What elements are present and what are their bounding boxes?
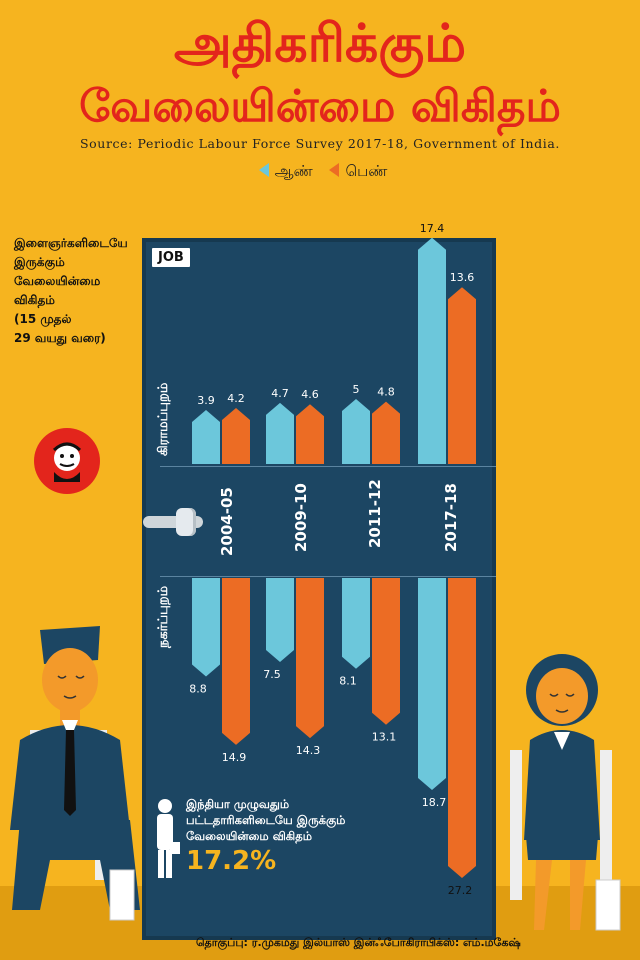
male-legend-marker-icon xyxy=(258,163,269,177)
seated-woman-illustration xyxy=(510,654,621,931)
urban-female-bar xyxy=(448,578,476,878)
y-desc-line: வேலையின்மை xyxy=(14,274,101,288)
urban-female-value-label: 14.9 xyxy=(222,751,247,764)
door-knob-icon xyxy=(176,508,196,536)
rural-female-bar xyxy=(448,287,476,464)
title-line-1: அதிகரிக்கும் xyxy=(173,14,467,74)
urban-male-value-label: 8.1 xyxy=(339,675,357,688)
rural-female-bar xyxy=(296,404,324,464)
rural-male-value-label: 17.4 xyxy=(420,222,445,235)
urban-male-bar xyxy=(342,578,370,669)
rural-female-value-label: 13.6 xyxy=(450,271,475,284)
y-desc-line: (15 முதல் xyxy=(14,312,72,326)
legend-female-label: பெண் xyxy=(345,162,388,180)
rural-male-value-label: 3.9 xyxy=(197,394,215,407)
note-line: பட்டதாரிகளிடையே இருக்கும் xyxy=(186,813,346,827)
urban-male-bar xyxy=(266,578,294,662)
note-line: வேலையின்மை விகிதம் xyxy=(186,829,312,843)
rural-female-value-label: 4.2 xyxy=(227,392,245,405)
graduate-unemployment-value: 17.2% xyxy=(186,846,277,876)
female-legend-marker-icon xyxy=(329,163,340,177)
y-axis-description: இளைஞர்களிடையே இருக்கும் வேலையின்மை விகித… xyxy=(14,234,144,348)
divider-line xyxy=(160,466,496,467)
urban-female-value-label: 14.3 xyxy=(296,744,321,757)
y-desc-line: விகிதம் xyxy=(14,293,55,307)
note-line: இந்தியா முழுவதும் xyxy=(186,797,290,811)
urban-male-value-label: 8.8 xyxy=(189,683,207,696)
rural-male-value-label: 5 xyxy=(353,383,360,396)
urban-female-bar xyxy=(372,578,400,725)
y-desc-line: இருக்கும் xyxy=(14,255,65,269)
rural-female-value-label: 4.8 xyxy=(377,386,395,399)
urban-female-value-label: 27.2 xyxy=(448,884,473,897)
seated-man-illustration xyxy=(10,626,140,921)
graduate-note: இந்தியா முழுவதும் பட்டதாரிகளிடையே இருக்க… xyxy=(186,796,345,844)
rural-male-bar xyxy=(192,410,220,464)
urban-female-bar xyxy=(222,578,250,745)
y-desc-line: இளைஞர்களிடையே xyxy=(14,236,128,250)
graduate-figure-icon xyxy=(157,799,180,878)
urban-male-bar xyxy=(192,578,220,677)
title-line-2: வேலையின்மை விகிதம் xyxy=(79,81,561,132)
rural-male-bar xyxy=(342,399,370,464)
urban-male-value-label: 7.5 xyxy=(263,668,281,681)
rural-female-value-label: 4.6 xyxy=(301,388,319,401)
urban-female-bar xyxy=(296,578,324,739)
legend-male-label: ஆண் xyxy=(274,162,313,180)
rural-female-bar xyxy=(372,401,400,464)
urban-female-value-label: 13.1 xyxy=(372,731,397,744)
rural-male-bar xyxy=(266,402,294,464)
rural-male-bar xyxy=(418,237,446,464)
rural-female-bar xyxy=(222,408,250,464)
legend: ஆண் பெண் xyxy=(0,162,640,182)
credit-line: தொகுப்பு: ர.முகமது இல்யாஸ் இன்ஃபோகிராபிக… xyxy=(196,936,521,949)
urban-male-value-label: 18.7 xyxy=(422,796,447,809)
vikatan-logo-icon xyxy=(34,428,100,494)
source-note: Source: Periodic Labour Force Survey 201… xyxy=(80,136,560,151)
rural-male-value-label: 4.7 xyxy=(271,387,289,400)
urban-male-bar xyxy=(418,578,446,790)
y-desc-line: 29 வயது வரை) xyxy=(14,331,106,345)
job-tag: JOB xyxy=(152,248,190,267)
divider-line xyxy=(160,576,496,577)
